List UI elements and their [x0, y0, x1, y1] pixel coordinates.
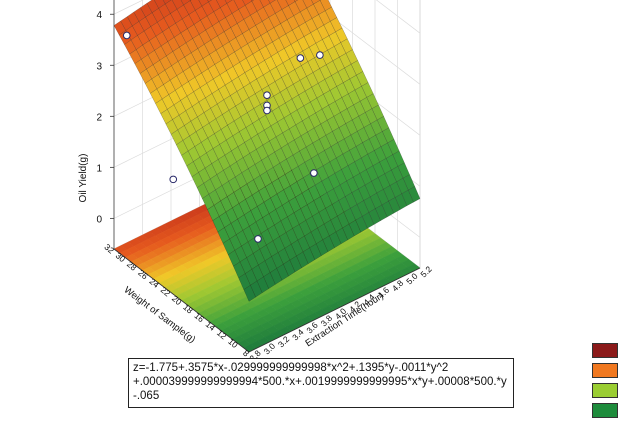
equation-line-1: z=-1.775+.3575*x-.029999999999998*x^2+.1… — [133, 361, 509, 375]
z-tick-label: 1 — [96, 163, 102, 174]
data-point — [255, 236, 262, 243]
legend-swatch — [592, 343, 618, 358]
equation-line-2: +.000039999999999994*500.*x+.00199999999… — [133, 375, 509, 389]
data-point — [264, 107, 271, 114]
z-tick-label: 2 — [96, 112, 102, 123]
data-point — [311, 170, 318, 177]
equation-box: z=-1.775+.3575*x-.029999999999998*x^2+.1… — [128, 358, 514, 408]
z-tick-label: 0 — [96, 214, 102, 225]
legend-swatch — [592, 363, 618, 378]
x-tick-label: 5.2 — [418, 264, 434, 280]
color-legend — [592, 343, 618, 423]
data-point — [317, 52, 324, 59]
z-axis-title: Oil Yield(g) — [78, 154, 89, 203]
equation-line-3: -.065 — [133, 389, 509, 403]
data-point — [297, 55, 304, 62]
z-tick-label: 3 — [96, 61, 102, 72]
data-point — [123, 32, 130, 39]
data-point — [170, 176, 177, 183]
z-tick-label: 4 — [96, 10, 102, 21]
data-point — [264, 92, 271, 99]
surface-plot: 0123452.83.03.23.43.63.84.04.24.44.64.85… — [0, 0, 619, 411]
legend-swatch — [592, 383, 618, 398]
